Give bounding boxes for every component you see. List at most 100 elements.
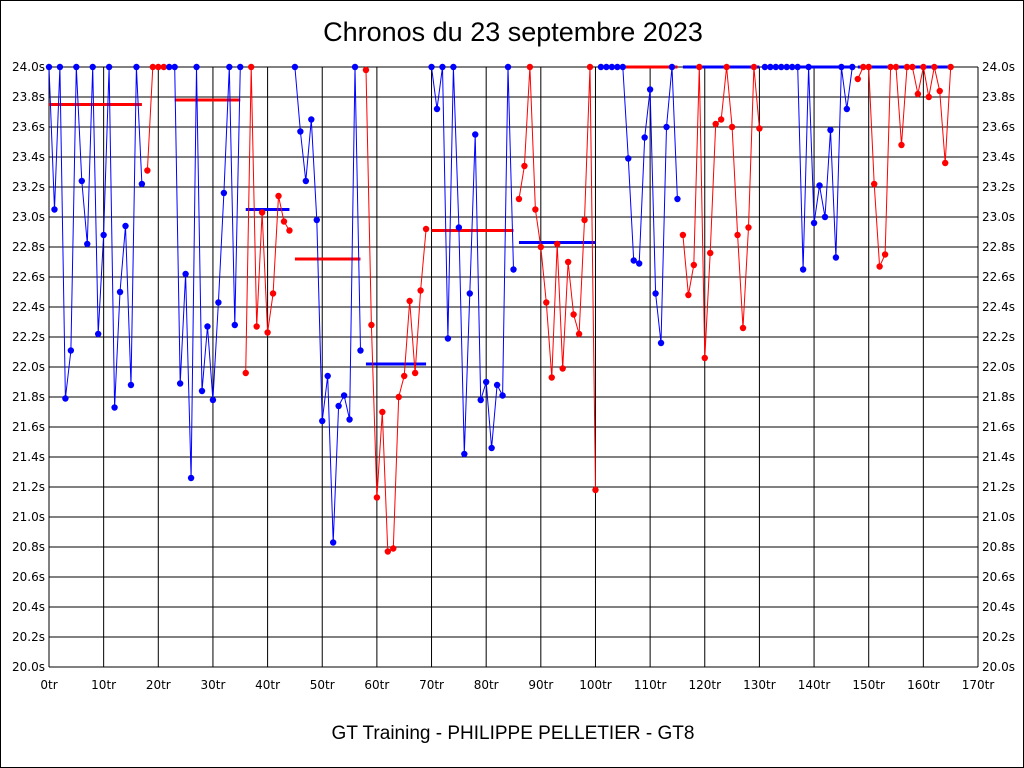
series-lines [48, 66, 952, 553]
data-point [778, 63, 785, 71]
data-point [789, 63, 796, 71]
data-point [646, 86, 654, 93]
series-line [146, 66, 164, 171]
data-point [324, 372, 331, 380]
series-line [431, 66, 514, 455]
x-tick-label: 20tr [146, 678, 171, 692]
data-point [220, 189, 228, 197]
data-point [843, 105, 851, 113]
data-point [674, 195, 681, 203]
data-point [849, 63, 856, 71]
data-point [925, 93, 933, 101]
data-point [379, 408, 386, 416]
data-point [767, 63, 774, 71]
data-point [581, 216, 588, 224]
x-tick-label: 80tr [474, 678, 499, 692]
data-point [122, 222, 129, 230]
data-point [187, 474, 195, 482]
data-point [559, 365, 566, 372]
data-point [750, 63, 758, 71]
data-point [679, 231, 687, 239]
y-tick-label-right: 20.0s [982, 660, 1015, 674]
data-point [198, 387, 206, 395]
data-point [668, 63, 676, 71]
data-point [931, 63, 938, 71]
y-tick-label-left: 24.0s [12, 60, 45, 74]
data-point [56, 63, 64, 71]
data-point [898, 141, 905, 149]
data-point [690, 261, 698, 269]
data-point [810, 219, 818, 227]
series-line [857, 66, 952, 267]
data-point [116, 288, 124, 296]
y-tick-label-left: 22.2s [12, 330, 45, 344]
data-point [909, 63, 916, 71]
data-point [138, 180, 146, 188]
x-tick-label: 100tr [579, 678, 612, 692]
y-tick-label-left: 23.2s [12, 180, 45, 194]
y-tick-label-left: 23.6s [12, 120, 45, 134]
data-point [723, 63, 730, 71]
data-point [881, 251, 889, 258]
series-line [682, 66, 760, 359]
x-tick-label: 0tr [40, 678, 57, 692]
data-point [247, 63, 255, 71]
y-tick-label-left: 20.2s [12, 630, 45, 644]
x-tick-label: 90tr [528, 678, 553, 692]
y-tick-label-right: 22.4s [982, 300, 1015, 314]
data-point [827, 126, 834, 134]
series-line [600, 66, 678, 344]
data-point [373, 494, 381, 501]
data-point [62, 395, 69, 402]
data-point [226, 63, 233, 71]
data-point [433, 105, 441, 113]
data-point [619, 63, 626, 71]
data-point [603, 63, 610, 71]
x-tick-label: 110tr [634, 678, 667, 692]
data-point [89, 63, 96, 71]
data-point [712, 120, 719, 128]
x-tick-label: 130tr [743, 678, 776, 692]
data-point [422, 225, 430, 233]
data-point [543, 299, 550, 306]
data-point [450, 63, 457, 71]
data-point [537, 243, 545, 251]
y-tick-label-right: 23.8s [982, 90, 1015, 104]
data-point [707, 249, 714, 257]
data-point [526, 63, 534, 71]
data-point [111, 404, 118, 411]
data-point [340, 392, 348, 399]
data-point [521, 162, 528, 170]
data-point [384, 548, 392, 555]
data-point [155, 63, 162, 71]
data-point [215, 299, 222, 306]
y-tick-label-left: 21.8s [12, 390, 45, 404]
data-point [335, 402, 342, 410]
data-point [865, 63, 872, 71]
y-tick-label-right: 22.2s [982, 330, 1015, 344]
data-point [428, 63, 435, 71]
data-point [105, 63, 113, 71]
data-point [608, 63, 616, 71]
data-point [575, 330, 583, 338]
data-point [936, 87, 943, 95]
data-point [411, 369, 419, 377]
y-tick-label-right: 22.8s [982, 240, 1015, 254]
y-tick-label-right: 21.4s [982, 450, 1015, 464]
data-point [947, 63, 954, 71]
data-point [193, 63, 200, 71]
data-point [499, 392, 506, 399]
x-tick-label: 60tr [364, 678, 389, 692]
data-point [100, 231, 107, 239]
data-point [357, 347, 364, 354]
data-point [297, 128, 304, 135]
data-point [641, 134, 648, 141]
y-tick-label-left: 21.6s [12, 420, 45, 434]
data-point [805, 63, 812, 71]
data-point [488, 444, 495, 452]
y-tick-label-left: 22.6s [12, 270, 45, 284]
data-point [73, 63, 80, 71]
data-point [160, 63, 167, 71]
series-line [294, 66, 361, 543]
